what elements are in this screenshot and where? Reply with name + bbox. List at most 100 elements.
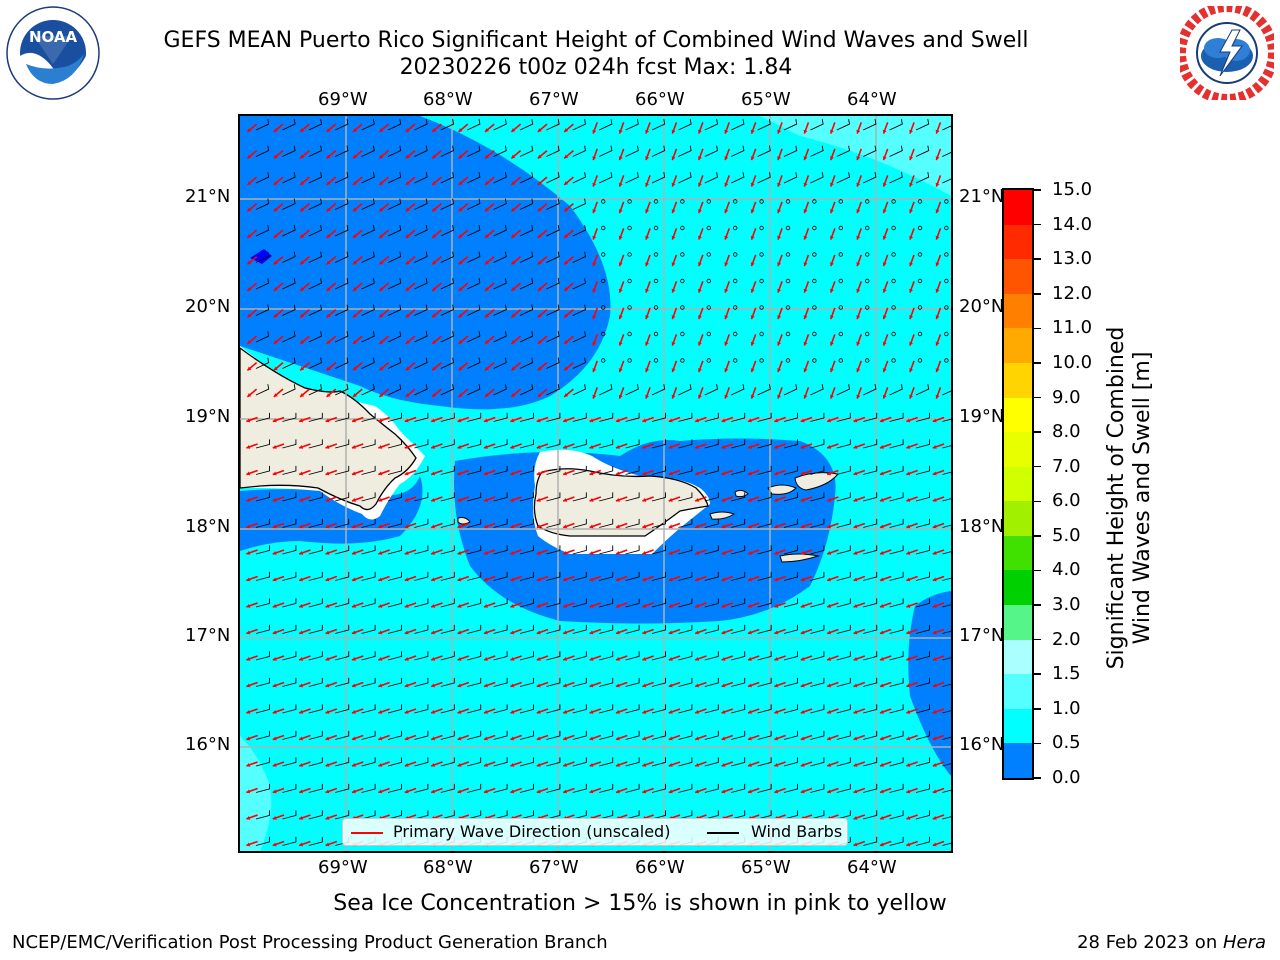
wind-barb: [255, 465, 270, 475]
wind-barb: [519, 598, 534, 608]
wave-direction-arrowhead: [615, 656, 620, 661]
wave-direction-arrowhead: [906, 550, 911, 555]
wave-height-1p5-2p0-region: [760, 116, 951, 196]
wave-direction-arrowhead: [777, 341, 782, 346]
wave-direction-arrowhead: [457, 683, 462, 688]
wave-direction-arrowhead: [379, 181, 384, 185]
wind-barb: [836, 704, 851, 714]
wind-barb: [783, 677, 798, 687]
wave-direction-arrowhead: [827, 577, 832, 582]
wind-barb: [783, 624, 798, 634]
colorbar-tick-label: 10.0: [1052, 351, 1093, 373]
wave-direction-arrowhead: [695, 789, 700, 794]
wave-direction-arrowhead: [777, 315, 782, 320]
wave-direction-arrowhead: [800, 683, 805, 688]
wave-direction-arrowhead: [935, 182, 940, 187]
wind-barb: [335, 465, 350, 475]
wave-direction-arrowhead: [247, 393, 252, 397]
wind-barb: [467, 624, 482, 634]
wave-direction-arrowhead: [774, 762, 779, 767]
wave-direction-arrowhead: [592, 156, 597, 161]
wave-direction-arrowhead: [537, 234, 542, 238]
wave-direction-arrowhead: [774, 524, 779, 529]
wave-direction-arrowhead: [906, 603, 911, 608]
wave-direction-arrowhead: [483, 789, 488, 794]
lon-tick-bottom: 66°W: [635, 857, 685, 878]
colorbar-segment: [1004, 743, 1032, 778]
wave-direction-arrowhead: [404, 736, 409, 741]
wind-barb-calm: [601, 252, 606, 257]
wind-barb: [942, 630, 951, 634]
wind-barb: [493, 492, 508, 502]
wind-barb: [678, 677, 693, 687]
wind-barb-calm: [733, 358, 738, 363]
wave-direction-arrowhead: [405, 340, 410, 344]
wind-barb-calm: [627, 305, 632, 310]
wave-direction-arrowhead: [273, 128, 278, 132]
wind-barb: [889, 677, 904, 687]
wind-barb: [546, 704, 561, 714]
wind-barb: [335, 251, 349, 263]
wind-barb: [308, 119, 322, 131]
wave-direction-arrowhead: [932, 815, 937, 820]
wave-direction-arrowhead: [668, 524, 673, 529]
wave-direction-arrowhead: [909, 235, 914, 240]
wind-barb: [678, 624, 693, 634]
wind-barb-calm: [759, 199, 764, 204]
wind-barb: [889, 412, 904, 422]
wave-direction-arrowhead: [272, 762, 277, 767]
wind-barb: [783, 439, 798, 449]
wind-barb: [335, 172, 349, 184]
wave-direction-arrowhead: [615, 603, 620, 608]
wind-barb: [783, 651, 798, 661]
wind-barb: [599, 598, 614, 608]
wind-barb: [493, 545, 508, 555]
wind-barb: [889, 571, 904, 581]
wave-direction-arrowhead: [853, 550, 858, 555]
wind-barb: [282, 730, 297, 740]
wind-barb: [889, 651, 904, 661]
wave-direction-arrowhead: [537, 207, 542, 212]
wind-barb: [810, 439, 825, 449]
wave-direction-arrowhead: [405, 393, 410, 397]
wind-barb: [387, 384, 402, 396]
wind-barb: [942, 178, 951, 184]
wave-direction-arrowhead: [325, 709, 330, 714]
wind-barb-calm: [812, 278, 817, 284]
wind-barb: [625, 172, 639, 184]
wave-height-1p5-2p0-region: [240, 736, 272, 851]
wind-barb: [572, 492, 587, 502]
wave-direction-arrowhead: [432, 128, 437, 132]
wind-barb-calm: [812, 358, 817, 363]
wind-barb: [915, 145, 930, 157]
wind-barb: [651, 119, 666, 131]
wind-barb: [678, 119, 692, 131]
wave-direction-arrowhead: [564, 234, 569, 238]
wind-barb: [889, 810, 904, 820]
map-area: [238, 114, 953, 853]
wave-direction-arrowhead: [457, 736, 462, 741]
wave-direction-arrowhead: [856, 368, 861, 373]
wind-barb: [414, 465, 429, 475]
wave-direction-arrowhead: [829, 156, 834, 161]
wind-barb: [678, 439, 693, 449]
wind-barb: [757, 624, 772, 634]
colorbar-tick-mark: [1034, 604, 1041, 606]
wind-barb: [414, 598, 429, 608]
wind-barb: [361, 145, 375, 157]
wind-barb: [678, 492, 693, 502]
wave-direction-arrowhead: [932, 603, 937, 608]
wind-barb: [810, 677, 825, 687]
wave-direction-arrowhead: [536, 762, 541, 767]
wind-barb: [440, 677, 455, 687]
virgin-islands-land: [767, 484, 797, 495]
wind-barb: [335, 225, 349, 237]
wave-direction-arrowhead: [537, 313, 542, 318]
wind-barb: [519, 518, 534, 528]
wind-barb: [467, 145, 481, 157]
wave-direction-arrowhead: [299, 815, 304, 820]
wind-barb: [493, 465, 508, 475]
wave-direction-arrowhead: [246, 497, 251, 502]
wave-direction-arrowhead: [882, 341, 887, 346]
wave-direction-arrowhead: [405, 154, 410, 159]
